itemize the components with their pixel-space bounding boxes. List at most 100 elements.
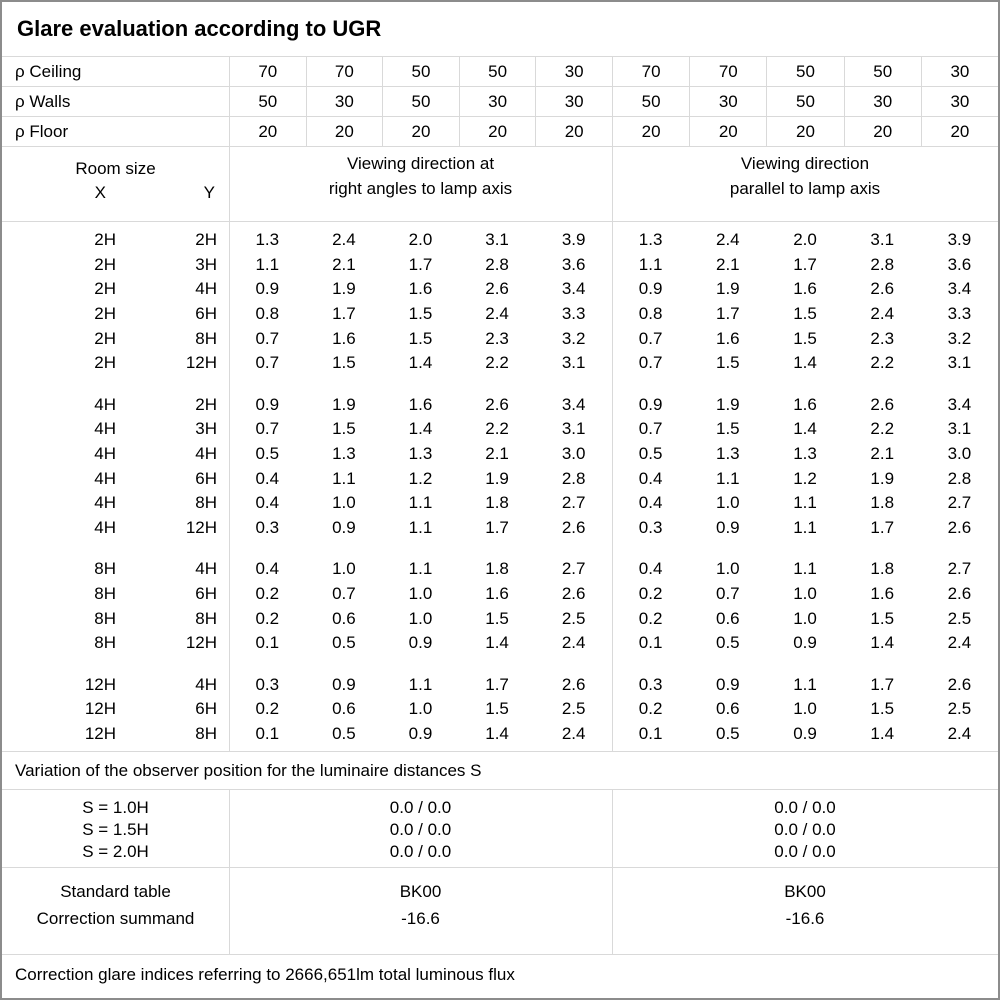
right-angles-values: 0.7 1.5 1.4 2.2 3.1 (229, 351, 612, 376)
right-angles-header-line2: right angles to lamp axis (328, 179, 513, 198)
summary-right-angles-value: BK00 (399, 881, 442, 901)
right-angles-values: 0.4 1.0 1.1 1.8 2.7 (229, 491, 612, 516)
spacing-row: S = 1.5H 0.0 / 0.0 0.0 / 0.0 (2, 819, 998, 841)
ugr-value: 0.4 (638, 559, 663, 579)
summary-label: Correction summand (36, 908, 195, 928)
ugr-value: 0.3 (255, 674, 280, 694)
room-x-value: 2H (94, 304, 116, 324)
spacing-parallel-value: 0.0 / 0.0 (774, 842, 836, 861)
room-x-value: 4H (94, 444, 116, 464)
parallel-values: 1.3 2.4 2.0 3.1 3.9 (612, 228, 998, 253)
ugr-value: 1.6 (793, 279, 817, 299)
ugr-value: 1.6 (332, 328, 356, 348)
reflectance-value: 30 (535, 87, 612, 116)
ugr-value: 2.5 (561, 608, 586, 628)
right-angles-values: 0.3 0.9 1.1 1.7 2.6 (229, 516, 612, 541)
ugr-row: 8H 4H 0.4 1.0 1.1 1.8 2.7 0.4 1.0 1.1 1.8 2.7 (2, 557, 998, 582)
ugr-value: 1.1 (408, 559, 433, 579)
x-column-label: X (94, 183, 106, 202)
ugr-value: 1.4 (870, 723, 895, 743)
reflectance-value: 20 (229, 117, 306, 146)
right-angles-reflectance-group: 20 20 20 20 20 (229, 117, 612, 146)
ugr-value: 3.4 (561, 279, 586, 299)
ugr-value: 0.9 (255, 394, 280, 414)
ugr-value: 1.1 (793, 559, 817, 579)
ugr-value: 0.4 (255, 493, 280, 513)
right-angles-values: 0.5 1.3 1.3 2.1 3.0 (229, 442, 612, 467)
ugr-value: 3.1 (561, 353, 586, 373)
ugr-value: 1.1 (793, 493, 817, 513)
ugr-value: 1.6 (408, 279, 433, 299)
reflectance-value: 20 (920, 117, 998, 146)
right-angles-values: 0.2 0.6 1.0 1.5 2.5 (229, 697, 612, 722)
room-size-cell: 2H 6H (2, 304, 229, 324)
ugr-value: 1.0 (332, 559, 356, 579)
ugr-value: 0.4 (255, 468, 280, 488)
ugr-value: 0.6 (715, 608, 740, 628)
ugr-value: 3.3 (947, 304, 972, 324)
column-divider (229, 868, 230, 954)
ugr-value: 0.9 (332, 674, 356, 694)
ugr-value: 1.3 (793, 444, 817, 464)
room-y-value: 4H (195, 674, 217, 694)
room-size-cell: 4H 4H (2, 444, 229, 464)
ugr-value: 1.6 (793, 394, 817, 414)
ugr-value: 2.6 (947, 584, 972, 604)
room-size-header: Room size X Y (2, 147, 229, 221)
ugr-row: 2H 3H 1.1 2.1 1.7 2.8 3.6 1.1 2.1 1.7 2.8 3.6 (2, 253, 998, 278)
ugr-value: 2.6 (870, 279, 895, 299)
y-column-label: Y (203, 183, 215, 202)
ugr-values-table: 2H 2H 1.3 2.4 2.0 3.1 3.9 1.3 2.4 2.0 3.1 3.9 2H 3H 1.… (2, 222, 998, 752)
reflectance-value: 20 (766, 117, 843, 146)
ugr-value: 2.8 (947, 468, 972, 488)
ugr-row: 4H 12H 0.3 0.9 1.1 1.7 2.6 0.3 0.9 1.1 1.7 2.6 (2, 516, 998, 541)
ugr-value: 3.1 (947, 353, 972, 373)
ugr-value: 1.9 (332, 394, 356, 414)
parallel-reflectance-group: 70 70 50 50 30 (612, 57, 998, 86)
ugr-value: 0.3 (255, 517, 280, 537)
ugr-value: 3.1 (485, 230, 509, 250)
reflectance-value: 50 (766, 87, 843, 116)
room-size-cell: 4H 2H (2, 395, 229, 415)
room-y-value: 12H (185, 633, 217, 653)
spacing-label: S = 2.0H (82, 842, 149, 861)
right-angles-reflectance-group: 50 30 50 30 30 (229, 87, 612, 116)
right-angles-values: 0.9 1.9 1.6 2.6 3.4 (229, 393, 612, 418)
ugr-value: 1.8 (870, 493, 895, 513)
ugr-row: 2H 4H 0.9 1.9 1.6 2.6 3.4 0.9 1.9 1.6 2.6 3.4 (2, 277, 998, 302)
right-angles-group-header: Viewing direction at right angles to lam… (229, 147, 612, 221)
ugr-value: 3.2 (561, 328, 586, 348)
ugr-value: 3.1 (561, 419, 586, 439)
ugr-value: 0.2 (638, 699, 663, 719)
ugr-value: 0.5 (638, 444, 663, 464)
right-angles-values: 0.7 1.6 1.5 2.3 3.2 (229, 326, 612, 351)
ugr-value: 3.2 (947, 328, 972, 348)
ugr-value: 1.1 (638, 254, 663, 274)
summary-label: Standard table (60, 881, 171, 901)
ugr-value: 2.3 (870, 328, 895, 348)
ugr-row: 4H 3H 0.7 1.5 1.4 2.2 3.1 0.7 1.5 1.4 2.2 3.1 (2, 417, 998, 442)
ugr-value: 1.0 (793, 699, 817, 719)
ugr-value: 1.0 (793, 584, 817, 604)
ugr-value: 1.1 (793, 674, 817, 694)
block-gap (2, 656, 998, 673)
ugr-value: 3.0 (947, 444, 972, 464)
room-size-cell: 4H 8H (2, 493, 229, 513)
right-angles-values: 0.3 0.9 1.1 1.7 2.6 (229, 673, 612, 698)
right-angles-values: 1.1 2.1 1.7 2.8 3.6 (229, 253, 612, 278)
ugr-value: 0.9 (255, 279, 280, 299)
room-x-value: 8H (94, 559, 116, 579)
ugr-value: 1.5 (715, 419, 740, 439)
ugr-value: 2.5 (947, 699, 972, 719)
ugr-value: 2.6 (947, 674, 972, 694)
reflectance-value: 30 (535, 57, 612, 86)
ugr-value: 2.8 (870, 254, 895, 274)
ugr-row: 12H 6H 0.2 0.6 1.0 1.5 2.5 0.2 0.6 1.0 1.5 2.5 (2, 697, 998, 722)
parallel-header-line2: parallel to lamp axis (729, 179, 881, 198)
ugr-value: 3.0 (561, 444, 586, 464)
room-y-value: 6H (195, 584, 217, 604)
ugr-row: 4H 8H 0.4 1.0 1.1 1.8 2.7 0.4 1.0 1.1 1.8 2.7 (2, 491, 998, 516)
ugr-value: 1.4 (485, 633, 509, 653)
ugr-value: 0.9 (332, 517, 356, 537)
ugr-value: 2.6 (485, 279, 509, 299)
